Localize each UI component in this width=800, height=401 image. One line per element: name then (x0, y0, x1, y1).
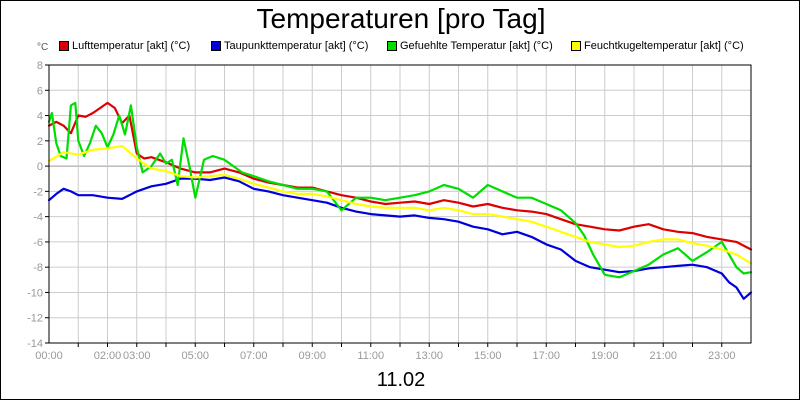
series-line-0 (47, 101, 753, 251)
x-tick-label: 23:00 (708, 350, 736, 362)
legend-label-lufttemperatur: Lufttemperatur [akt] (°C) (72, 40, 191, 52)
y-tick-label: -12 (27, 313, 43, 325)
y-tick-label: 4 (37, 111, 43, 123)
y-tick-label: 0 (37, 161, 43, 173)
x-tick-label: 09:00 (298, 350, 326, 362)
y-tick-label: -6 (33, 237, 43, 249)
x-tick-label: 13:00 (415, 350, 443, 362)
legend-label-gefuehlte-temperatur: Gefuehlte Temperatur [akt] (°C) (400, 40, 553, 52)
series-line-2 (47, 101, 753, 279)
y-tick-label: 2 (37, 136, 43, 148)
legend: Lufttemperatur [akt] (°C) Taupunkttemper… (59, 39, 799, 53)
chart-title: Temperaturen [pro Tag] (256, 3, 546, 34)
x-tick-label: 03:00 (123, 350, 151, 362)
legend-swatch-feuchtkugeltemperatur (571, 41, 581, 51)
y-tick-label: 6 (37, 85, 43, 97)
series-line-1 (47, 176, 753, 300)
series-line-3 (47, 144, 753, 265)
y-tick-label: -14 (27, 338, 43, 350)
plot-border (48, 64, 752, 344)
x-tick-label: 11:00 (357, 350, 384, 362)
x-tick-label: 15:00 (474, 350, 502, 362)
x-tick-label: 07:00 (240, 350, 268, 362)
y-tick-label: -8 (33, 262, 43, 274)
legend-label-feuchtkugeltemperatur: Feuchtkugeltemperatur [akt] (°C) (584, 40, 744, 52)
x-tick-label: 05:00 (181, 350, 209, 362)
x-tick-label: 19:00 (591, 350, 619, 362)
legend-label-taupunkttemperatur: Taupunkttemperatur [akt] (°C) (224, 40, 369, 52)
date-label: 11.02 (376, 369, 426, 391)
y-tick-label: 8 (37, 60, 43, 72)
y-unit-label: °C (37, 42, 49, 53)
legend-swatch-taupunkttemperatur (211, 41, 221, 51)
x-tick-label: 21:00 (649, 350, 677, 362)
y-tick-label: -2 (33, 186, 43, 198)
legend-swatch-gefuehlte-temperatur (387, 41, 397, 51)
x-tick-label: 00:00 (35, 350, 63, 362)
y-tick-label: -4 (33, 212, 43, 224)
x-tick-label: 02:00 (94, 350, 122, 362)
legend-swatch-lufttemperatur (59, 41, 69, 51)
x-tick-label: 17:00 (532, 350, 560, 362)
y-tick-label: -10 (27, 287, 43, 299)
